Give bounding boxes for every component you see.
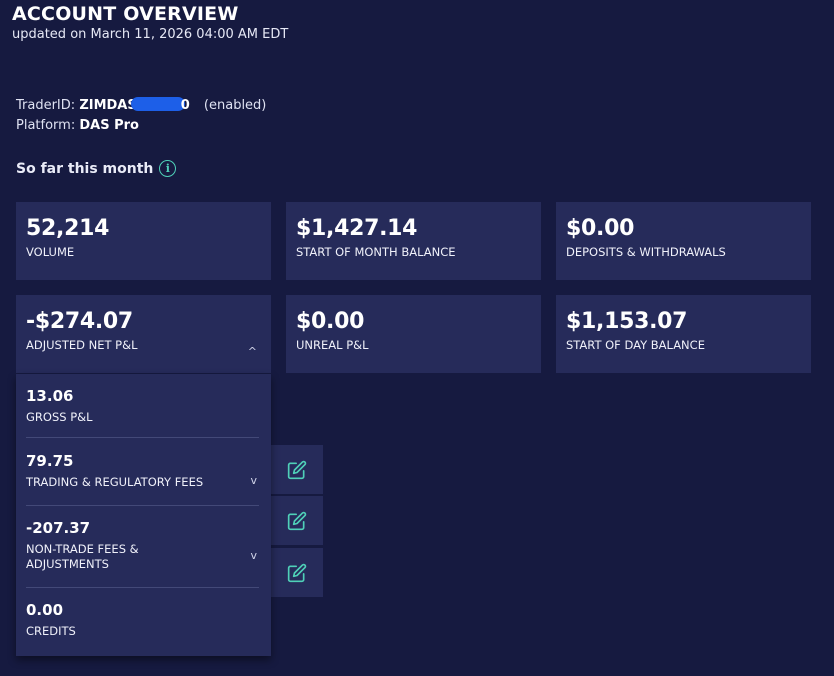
edit-button[interactable] — [270, 445, 323, 494]
start-month-balance-card: $1,427.14 START OF MONTH BALANCE — [286, 202, 541, 280]
non-trade-fees-label-line2: ADJUSTMENTS — [26, 557, 109, 571]
updated-timestamp: updated on March 11, 2026 04:00 AM EDT — [12, 27, 289, 42]
trading-fees-value: 79.75 — [26, 452, 74, 470]
non-trade-fees-label: NON-TRADE FEES & ADJUSTMENTS — [26, 542, 259, 572]
deposits-withdrawals-value: $0.00 — [566, 216, 635, 241]
non-trade-fees-value: -207.37 — [26, 519, 91, 537]
start-day-balance-value: $1,153.07 — [566, 309, 688, 334]
trader-id-label: TraderID: — [16, 98, 76, 113]
edit-button[interactable] — [270, 548, 323, 597]
non-trade-fees-item[interactable]: -207.37 NON-TRADE FEES & ADJUSTMENTS v — [26, 506, 259, 588]
edit-pencil-icon — [287, 563, 306, 582]
info-icon[interactable]: i — [159, 160, 177, 177]
trader-status: (enabled) — [203, 98, 267, 113]
page-title: ACCOUNT OVERVIEW — [12, 3, 239, 25]
period-label: So far this month — [16, 160, 154, 177]
unreal-pnl-card: $0.00 UNREAL P&L — [286, 295, 541, 373]
edit-button[interactable] — [270, 496, 323, 545]
collapse-caret-icon[interactable]: ^ — [247, 345, 257, 358]
redaction-mark — [130, 97, 185, 111]
volume-label: VOLUME — [26, 245, 75, 259]
chevron-down-icon[interactable]: v — [250, 549, 257, 562]
volume-value: 52,214 — [26, 216, 110, 241]
pnl-breakdown-dropdown: 13.06 GROSS P&L 79.75 TRADING & REGULATO… — [16, 374, 271, 656]
adjusted-net-pnl-label: ADJUSTED NET P&L — [26, 338, 138, 352]
credits-value: 0.00 — [26, 601, 64, 619]
trader-id-prefix: ZIMDAS — [79, 98, 137, 113]
non-trade-fees-label-line1: NON-TRADE FEES & — [26, 542, 139, 556]
edit-pencil-icon — [287, 511, 306, 530]
platform-label: Platform: — [16, 118, 76, 133]
chevron-down-icon[interactable]: v — [250, 474, 257, 487]
unreal-pnl-value: $0.00 — [296, 309, 365, 334]
trader-id-suffix: 0 — [180, 98, 190, 113]
start-month-balance-label: START OF MONTH BALANCE — [296, 245, 456, 259]
unreal-pnl-label: UNREAL P&L — [296, 338, 369, 352]
volume-card: 52,214 VOLUME — [16, 202, 271, 280]
trader-info: TraderID: ZIMDAS 0 (enabled) Platform: DA… — [16, 96, 266, 136]
gross-pnl-value: 13.06 — [26, 387, 74, 405]
start-day-balance-label: START OF DAY BALANCE — [566, 338, 705, 352]
start-day-balance-card: $1,153.07 START OF DAY BALANCE — [556, 295, 811, 373]
platform-value: DAS Pro — [79, 118, 139, 133]
credits-label: CREDITS — [26, 624, 76, 638]
trader-id-row: TraderID: ZIMDAS 0 (enabled) — [16, 96, 266, 116]
deposits-withdrawals-card: $0.00 DEPOSITS & WITHDRAWALS — [556, 202, 811, 280]
trading-fees-item[interactable]: 79.75 TRADING & REGULATORY FEES v — [26, 438, 259, 506]
gross-pnl-label: GROSS P&L — [26, 410, 93, 424]
credits-item: 0.00 CREDITS — [26, 588, 259, 654]
period-header: So far this month i — [16, 160, 177, 177]
platform-row: Platform: DAS Pro — [16, 116, 266, 136]
deposits-withdrawals-label: DEPOSITS & WITHDRAWALS — [566, 245, 726, 259]
adjusted-net-pnl-value: -$274.07 — [26, 309, 133, 334]
gross-pnl-item: 13.06 GROSS P&L — [26, 374, 259, 438]
adjusted-net-pnl-card[interactable]: -$274.07 ADJUSTED NET P&L ^ — [16, 295, 271, 373]
trading-fees-label: TRADING & REGULATORY FEES — [26, 475, 204, 489]
start-month-balance-value: $1,427.14 — [296, 216, 418, 241]
edit-pencil-icon — [287, 460, 306, 479]
